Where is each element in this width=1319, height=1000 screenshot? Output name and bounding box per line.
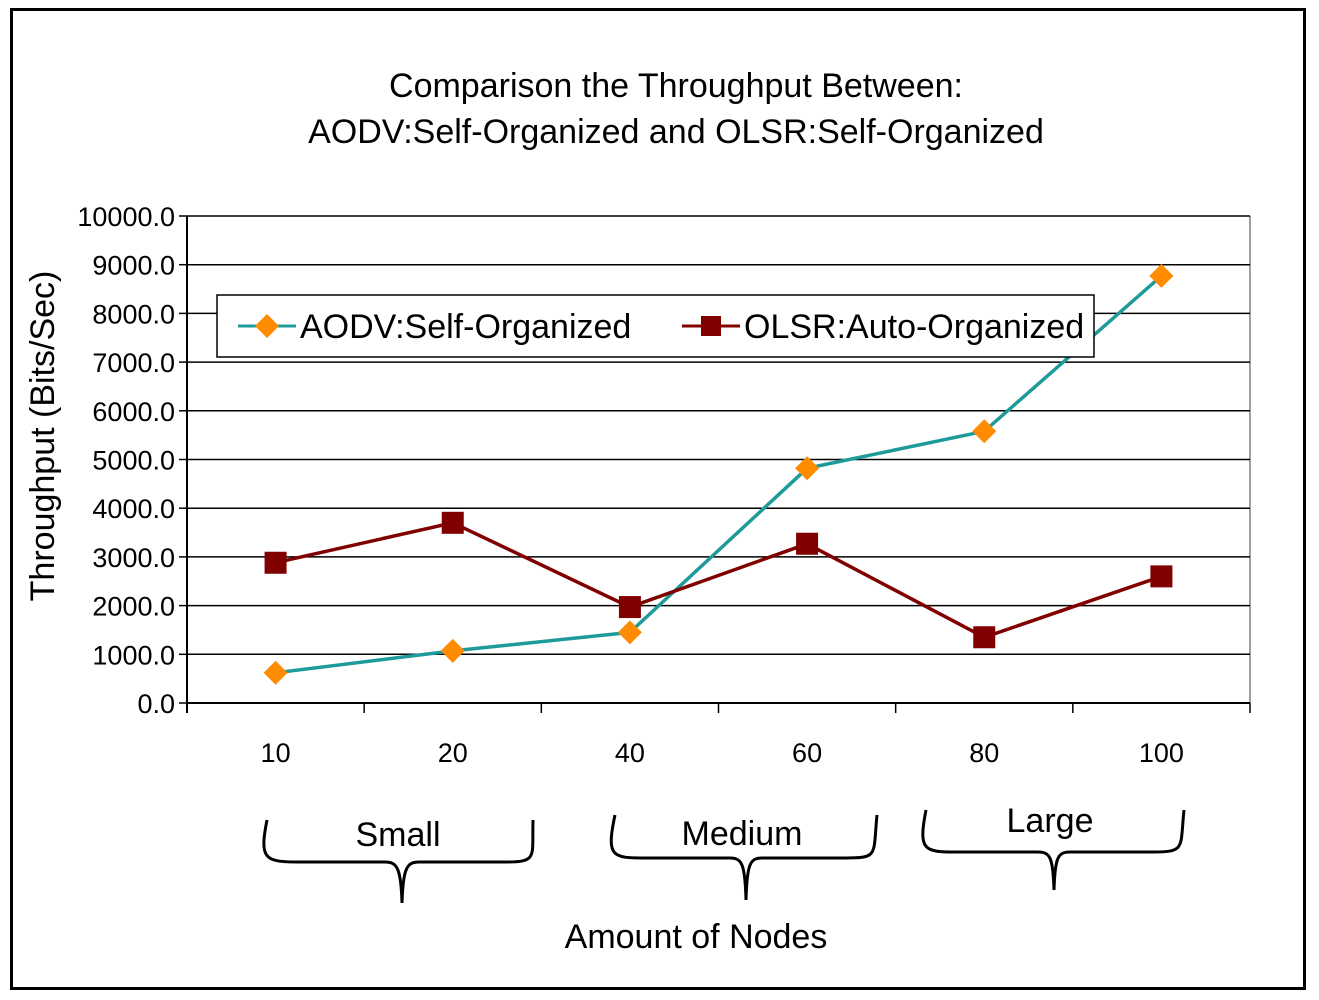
point-olsr-10 xyxy=(264,551,287,574)
legend-label-olsr: OLSR:Auto-Organized xyxy=(744,308,1084,346)
point-aodv-60 xyxy=(795,456,820,481)
y-tick-label: 10000.0 xyxy=(77,202,175,232)
group-braces: Small Medium Large xyxy=(262,802,1186,904)
x-tick-label-80: 80 xyxy=(969,738,999,768)
y-tick-label: 0.0 xyxy=(137,689,175,719)
chart-frame xyxy=(10,8,1306,990)
brace-medium xyxy=(609,814,879,901)
legend: AODV:Self-Organized OLSR:Auto-Organized xyxy=(216,294,1095,358)
y-tick-label: 7000.0 xyxy=(92,348,175,378)
group-label-small: Small xyxy=(355,816,440,854)
series-layer xyxy=(263,263,1174,685)
y-tick-label: 2000.0 xyxy=(92,592,175,622)
series-line-aodv xyxy=(275,274,1163,675)
gridlines xyxy=(187,215,1251,703)
group-label-large: Large xyxy=(1007,802,1094,840)
y-tick-labels: 0.0 1000.0 2000.0 3000.0 4000.0 5000.0 6000.0 7… xyxy=(77,202,175,719)
x-axis-label: Amount of Nodes xyxy=(565,918,828,956)
point-aodv-20 xyxy=(440,638,465,663)
group-label-medium: Medium xyxy=(682,815,803,853)
chart-title-line-1: Comparison the Throughput Between: xyxy=(389,67,963,105)
chart-title-line-2: AODV:Self-Organized and OLSR:Self-Organi… xyxy=(308,113,1044,151)
legend-box xyxy=(216,294,1095,358)
point-olsr-20 xyxy=(441,511,464,534)
x-tick-label-10: 10 xyxy=(261,738,291,768)
x-tick-label-60: 60 xyxy=(792,738,822,768)
point-olsr-40 xyxy=(618,596,641,619)
x-tick-label-100: 100 xyxy=(1139,738,1184,768)
point-olsr-60 xyxy=(796,532,819,555)
point-aodv-10 xyxy=(263,660,288,685)
x-tick-labels: 10 20 40 60 80 100 xyxy=(261,738,1184,768)
brace-large xyxy=(921,809,1186,891)
legend-marker-aodv xyxy=(255,314,279,338)
point-aodv-80 xyxy=(972,419,997,444)
axes xyxy=(179,215,1251,713)
legend-label-aodv: AODV:Self-Organized xyxy=(300,308,631,346)
point-aodv-40 xyxy=(617,620,642,645)
point-aodv-100 xyxy=(1149,263,1174,288)
y-tick-label: 5000.0 xyxy=(92,446,175,476)
legend-marker-olsr xyxy=(701,316,721,336)
y-tick-label: 4000.0 xyxy=(92,494,175,524)
y-tick-label: 1000.0 xyxy=(92,640,175,670)
brace-small xyxy=(262,819,535,904)
point-olsr-80 xyxy=(973,626,996,649)
y-tick-label: 9000.0 xyxy=(92,251,175,281)
x-tick-label-40: 40 xyxy=(615,738,645,768)
y-tick-label: 3000.0 xyxy=(92,543,175,573)
y-axis-label: Throughput (Bits/Sec) xyxy=(24,271,62,602)
y-tick-label: 6000.0 xyxy=(92,397,175,427)
series-line-olsr xyxy=(275,520,1162,640)
point-olsr-100 xyxy=(1150,565,1173,588)
y-tick-label: 8000.0 xyxy=(92,299,175,329)
x-tick-label-20: 20 xyxy=(438,738,468,768)
